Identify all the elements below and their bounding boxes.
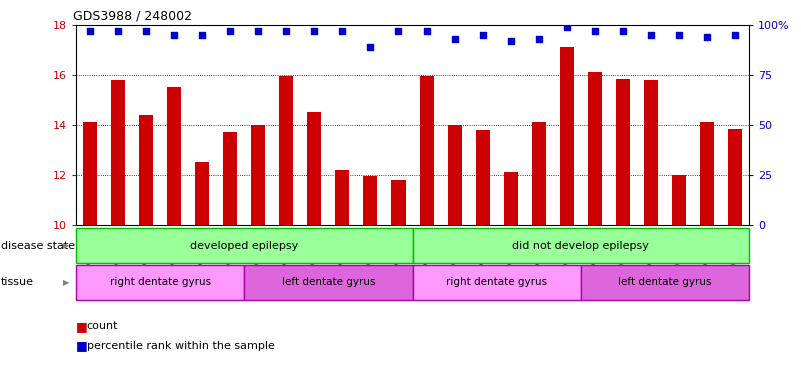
Point (672, 32, 685, 38)
Text: developed epilepsy: developed epilepsy (190, 241, 299, 251)
Text: right dentate gyrus: right dentate gyrus (446, 277, 547, 287)
Bar (139, 115, 153, 225)
Bar (504, 172, 517, 225)
Point (336, 28, 349, 34)
Point (280, 28, 293, 34)
Point (616, 28, 629, 34)
Bar (252, 125, 265, 225)
Bar (392, 180, 405, 225)
Point (195, 32, 208, 38)
Text: ▶: ▶ (63, 278, 70, 287)
Text: ▶: ▶ (63, 241, 70, 250)
Bar (672, 175, 686, 225)
Point (224, 28, 237, 34)
Point (588, 28, 601, 34)
Point (364, 44, 377, 50)
Bar (616, 79, 630, 225)
Bar (195, 162, 209, 225)
Point (392, 28, 405, 34)
Point (644, 32, 657, 38)
Text: percentile rank within the sample: percentile rank within the sample (87, 341, 275, 351)
Text: right dentate gyrus: right dentate gyrus (110, 277, 211, 287)
Bar (448, 125, 461, 225)
Text: tissue: tissue (1, 277, 34, 287)
Text: left dentate gyrus: left dentate gyrus (618, 277, 711, 287)
Point (308, 28, 320, 34)
Bar (83, 122, 97, 225)
Bar (644, 80, 658, 225)
Point (728, 32, 741, 38)
Point (505, 38, 517, 44)
Bar (728, 129, 742, 225)
Bar (223, 132, 237, 225)
Text: left dentate gyrus: left dentate gyrus (282, 277, 375, 287)
Point (84, 28, 96, 34)
Bar (308, 113, 321, 225)
Point (168, 32, 181, 38)
Bar (560, 47, 574, 225)
Bar (167, 88, 181, 225)
Bar (700, 122, 714, 225)
Point (139, 28, 152, 34)
Text: ■: ■ (76, 339, 88, 352)
Text: GDS3988 / 248002: GDS3988 / 248002 (73, 9, 191, 22)
Text: count: count (87, 321, 118, 331)
Bar (280, 76, 293, 225)
Bar (364, 176, 377, 225)
Text: disease state: disease state (1, 241, 75, 251)
Point (252, 28, 264, 34)
Bar (588, 73, 602, 225)
Point (700, 34, 713, 40)
Bar (111, 80, 125, 225)
Point (476, 32, 489, 38)
Point (111, 28, 125, 34)
Point (449, 36, 461, 42)
Text: ■: ■ (76, 320, 88, 333)
Bar (420, 76, 433, 225)
Bar (336, 170, 349, 225)
Point (421, 28, 433, 34)
Bar (532, 122, 545, 225)
Bar (476, 130, 489, 225)
Point (561, 24, 574, 30)
Point (532, 36, 545, 42)
Text: did not develop epilepsy: did not develop epilepsy (513, 241, 649, 251)
